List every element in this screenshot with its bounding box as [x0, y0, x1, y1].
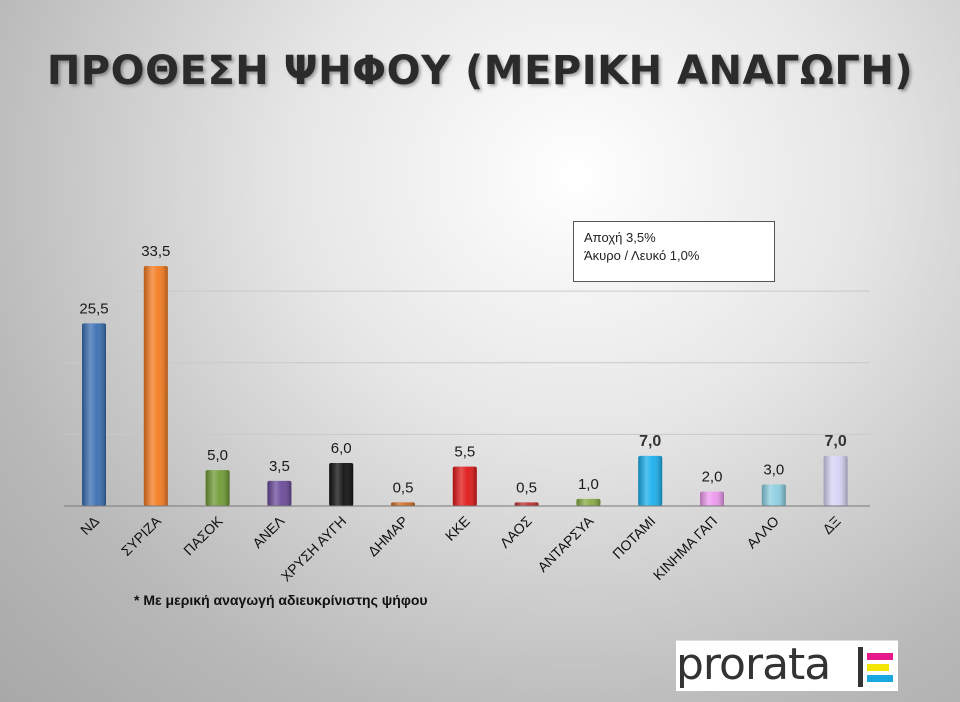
x-tick-label: ΔΗΜΑΡ: [365, 513, 412, 560]
bar-shine: [452, 466, 477, 506]
data-label: 5,5: [454, 444, 475, 461]
abstention-note-box: Αποχή 3,5% Άκυρο / Λευκό 1,0%: [573, 221, 775, 282]
bar-5: [329, 463, 354, 506]
bar-shine: [82, 323, 106, 506]
bar-13: [823, 455, 848, 506]
bar-shine: [638, 455, 663, 506]
gridlines: [64, 290, 870, 435]
bar-shine: [700, 491, 724, 506]
bar-2: [143, 266, 168, 506]
bar-6: [391, 502, 415, 506]
bar-9: [576, 498, 601, 506]
x-tick-label: ΑΛΛΟ: [743, 513, 782, 552]
bar-1: [82, 323, 106, 506]
bar-shine: [329, 463, 354, 506]
x-tick-label: ΛΑΟΣ: [497, 513, 535, 551]
bar-7: [452, 466, 477, 506]
x-tick-label: ΑΝΕΛ: [249, 512, 288, 551]
x-tick-label: ΠΟΤΑΜΙ: [609, 513, 658, 562]
invalid-blank-note: Άκυρο / Λευκό 1,0%: [584, 248, 700, 263]
x-tick-label: ΚΙΝΗΜΑ ΓΑΠ: [650, 513, 720, 583]
prorata-logo: prorata: [676, 640, 898, 691]
logo-wordmark: prorata: [676, 639, 831, 690]
bar-shine: [267, 480, 292, 506]
bar-shine: [205, 470, 230, 506]
logo-mark-stripe: [867, 675, 893, 682]
x-tick-label: ΣΥΡΙΖΑ: [118, 512, 165, 559]
data-label: 3,5: [269, 458, 290, 475]
data-label: 25,5: [79, 300, 108, 317]
data-label: 1,0: [578, 476, 599, 493]
x-tick-label: ΑΝΤΑΡΣΥΑ: [534, 512, 597, 575]
data-labels: 25,5 33,5 5,0 3,5 6,0 0,5 5,5 0,5 1,0 7,0 2,0 3,0 7,…: [79, 243, 846, 496]
bar-shine: [761, 484, 786, 506]
bar-shine: [143, 266, 168, 506]
x-tick-label: ΝΔ: [77, 513, 102, 538]
bar-8: [514, 502, 539, 506]
abstention-note: Αποχή 3,5%: [584, 230, 656, 245]
bar-shine: [823, 455, 848, 506]
bars: [82, 266, 848, 506]
x-tick-label: ΚΚΕ: [442, 513, 473, 544]
data-label: 0,5: [516, 479, 537, 496]
bar-11: [700, 491, 724, 506]
bar-4: [267, 480, 292, 506]
bar-12: [761, 484, 786, 506]
x-tick-label: ΧΡΥΣΗ ΑΥΓΗ: [278, 513, 350, 585]
logo-mark-icon: [858, 647, 894, 687]
data-label: 7,0: [639, 433, 661, 450]
data-label: 3,0: [763, 462, 784, 479]
page-title: ΠΡΟΘΕΣΗ ΨΗΦΟΥ (ΜΕΡΙΚΗ ΑΝΑΓΩΓΗ): [46, 48, 914, 94]
x-tick-label: ΔΞ: [819, 513, 843, 537]
data-label: 0,5: [393, 479, 414, 496]
bar-shine: [576, 498, 601, 506]
data-label: 6,0: [331, 440, 352, 457]
footnote: * Με μερική αναγωγή αδιευκρίνιστης ψήφου: [134, 592, 428, 608]
bar-shine: [514, 502, 539, 506]
data-label: 2,0: [702, 469, 723, 486]
x-tick-label: ΠΑΣΟΚ: [180, 512, 226, 558]
data-label: 33,5: [141, 243, 170, 260]
logo-mark-stripe: [867, 653, 893, 660]
data-label: 7,0: [824, 433, 846, 450]
bar-3: [205, 470, 230, 506]
logo-mark-stripe: [867, 664, 889, 671]
data-label: 5,0: [207, 447, 228, 464]
bar-10: [638, 455, 663, 506]
bar-shine: [391, 502, 415, 506]
